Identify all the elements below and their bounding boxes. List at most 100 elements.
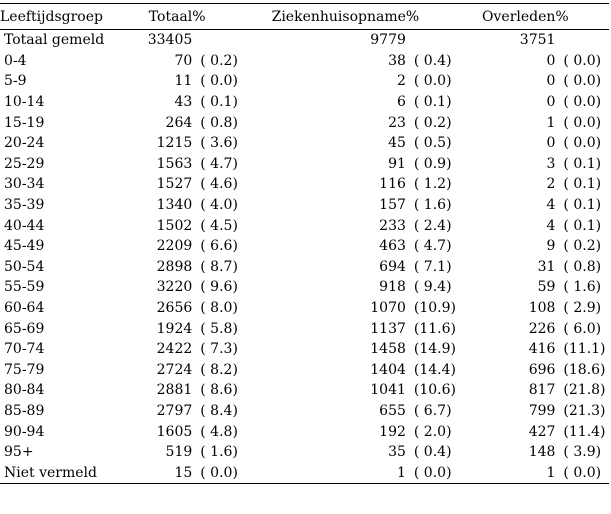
cell-total: 1527 [156,176,193,193]
cell-age-group: 65-69 [4,320,45,337]
cell-total-pct: ( 9.6) [200,279,238,296]
table-row: 25-29 1563 ( 4.7) 91 ( 0.9) 3 ( 0.1) [0,154,609,175]
cell-hospital: 157 [379,197,406,214]
cell-age-group: 10-14 [4,94,45,111]
cell-hospital: 2 [396,73,406,90]
cell-deceased-pct: ( 0.1) [563,217,602,234]
cell-hospital: 35 [388,444,406,461]
cell-deceased: 0 [546,94,556,111]
cell-total-pct: ( 3.6) [200,135,238,152]
cell-total: 2422 [156,341,193,358]
header-total: Totaal [148,9,193,25]
cell-age-group: Totaal gemeld [4,32,105,49]
cell-deceased: 3 [546,155,556,172]
table-row: 15-19 264 ( 0.8) 23 ( 0.2) 1 ( 0.0) [0,112,609,133]
cell-deceased: 1 [546,114,556,131]
cell-hospital-pct: ( 1.6) [413,197,452,214]
cell-total: 33405 [147,32,193,49]
table-row: 35-39 1340 ( 4.0) 157 ( 1.6) 4 ( 0.1) [0,195,609,216]
cell-deceased-pct: ( 1.6) [563,279,602,296]
cell-total-pct: ( 0.1) [200,94,238,111]
cell-total: 15 [174,464,193,481]
cell-hospital-pct: (11.6) [413,320,456,337]
header-age-group: Leeftijdsgroep [0,9,103,25]
cell-total: 1605 [156,423,193,440]
cell-deceased-pct: ( 0.2) [563,238,602,255]
cell-deceased-pct: (21.3) [563,402,606,419]
cell-deceased-pct: (21.8) [563,382,606,399]
cell-hospital-pct: (10.6) [413,382,456,399]
cell-total: 264 [165,114,193,131]
table-row: 0-4 70 ( 0.2) 38 ( 0.4) 0 ( 0.0) [0,51,609,72]
table-row: 10-14 43 ( 0.1) 6 ( 0.1) 0 ( 0.0) [0,92,609,113]
cell-hospital-pct: ( 6.7) [413,402,452,419]
table-row: 5-9 11 ( 0.0) 2 ( 0.0) 0 ( 0.0) [0,71,609,92]
table-row: 85-89 2797 ( 8.4) 655 ( 6.7) 799 (21.3) [0,401,609,422]
cell-deceased: 31 [537,258,556,275]
cell-age-group: 75-79 [4,361,45,378]
table-row: 50-54 2898 ( 8.7) 694 ( 7.1) 31 ( 0.8) [0,257,609,278]
cell-hospital-pct: ( 2.4) [413,217,452,234]
cell-total-pct: ( 6.6) [200,238,238,255]
cell-hospital-pct: ( 0.4) [413,52,452,69]
cell-hospital-pct: ( 9.4) [413,279,452,296]
table-row: 70-74 2422 ( 7.3) 1458 (14.9) 416 (11.1) [0,339,609,360]
table-row: 75-79 2724 ( 8.2) 1404 (14.4) 696 (18.6) [0,360,609,381]
cell-total: 2209 [156,238,193,255]
cell-total: 43 [174,94,193,111]
cell-hospital-pct: (14.9) [413,341,456,358]
cell-hospital: 6 [396,94,406,111]
cell-total-pct: ( 0.0) [200,464,238,481]
header-row: Leeftijdsgroep Totaal % Ziekenhuisopname… [0,3,609,30]
cell-hospital-pct: ( 0.9) [413,155,452,172]
cell-total-pct: ( 4.0) [200,197,238,214]
cell-deceased: 2 [546,176,556,193]
header-total-pct: % [192,9,206,25]
cell-total-pct: ( 4.8) [200,423,238,440]
cell-age-group: Niet vermeld [4,464,97,481]
table-row: Niet vermeld 15 ( 0.0) 1 ( 0.0) 1 ( 0.0) [0,462,609,484]
cell-age-group: 50-54 [4,258,45,275]
cell-deceased-pct: ( 6.0) [563,320,602,337]
cell-total: 1924 [156,320,193,337]
cell-deceased-pct [555,30,609,51]
cell-deceased-pct: (18.6) [563,361,606,378]
cell-deceased: 696 [528,361,556,378]
cell-deceased: 59 [537,279,556,296]
table-header: Leeftijdsgroep Totaal % Ziekenhuisopname… [0,3,609,30]
cell-total-pct: ( 0.8) [200,114,238,131]
cell-hospital: 45 [388,135,406,152]
cell-hospital-pct: ( 1.2) [413,176,452,193]
cell-deceased: 108 [528,300,556,317]
cell-hospital-pct: ( 0.1) [413,94,452,111]
cell-deceased: 9 [546,238,556,255]
cell-deceased: 148 [528,444,556,461]
cell-total-pct: ( 4.7) [200,155,238,172]
cell-deceased: 0 [546,52,556,69]
cell-hospital: 694 [379,258,406,275]
cell-hospital-pct: ( 0.2) [413,114,452,131]
cell-total-pct: ( 8.6) [200,382,238,399]
cell-deceased: 226 [528,320,556,337]
cell-age-group: 25-29 [4,155,45,172]
table-row: 60-64 2656 ( 8.0) 1070 (10.9) 108 ( 2.9) [0,298,609,319]
cell-hospital: 1458 [370,341,406,358]
cell-total-pct: ( 5.8) [200,320,238,337]
cell-deceased-pct: ( 0.8) [563,258,602,275]
cell-age-group: 30-34 [4,176,45,193]
table-row: 40-44 1502 ( 4.5) 233 ( 2.4) 4 ( 0.1) [0,215,609,236]
cell-total-pct: ( 4.6) [200,176,238,193]
header-deceased-pct: % [555,9,569,25]
cell-deceased-pct: ( 0.0) [563,52,602,69]
cell-total: 11 [174,73,193,90]
cell-hospital: 116 [379,176,406,193]
cell-deceased-pct: ( 0.0) [563,135,602,152]
cell-deceased-pct: ( 0.1) [563,197,602,214]
cell-total: 1502 [156,217,193,234]
cell-total-pct: ( 8.2) [200,361,238,378]
cell-hospital: 91 [388,155,406,172]
cell-deceased: 1 [546,464,556,481]
cell-age-group: 5-9 [4,73,27,90]
table-row: 30-34 1527 ( 4.6) 116 ( 1.2) 2 ( 0.1) [0,174,609,195]
